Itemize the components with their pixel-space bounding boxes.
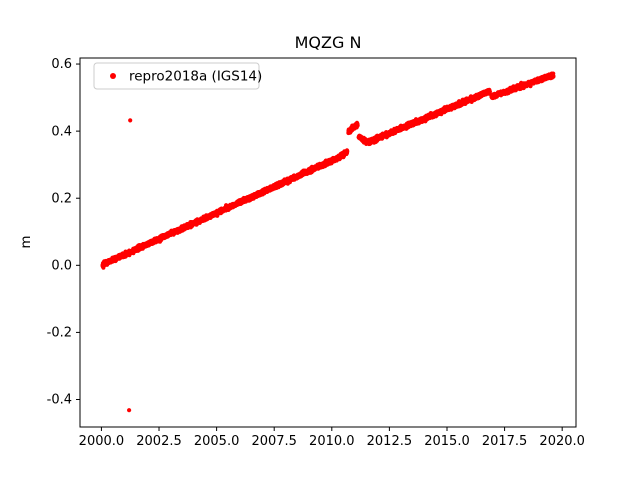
legend-entry-label: repro2018a (IGS14) xyxy=(129,69,262,85)
y-tick-label: 0.2 xyxy=(51,191,72,206)
y-axis-label: m xyxy=(18,235,34,248)
x-tick-label: 2000.0 xyxy=(79,434,125,449)
plot-area: 2000.0 2002.5 2005.0 2007.5 2010.0 2012.5 2015… xyxy=(47,57,585,449)
x-tick-label: 2015.0 xyxy=(424,434,470,449)
x-tick-label: 2020.0 xyxy=(539,434,585,449)
x-tick-label: 2017.5 xyxy=(482,434,528,449)
x-tick-label: 2012.5 xyxy=(367,434,413,449)
x-tick-label: 2010.0 xyxy=(309,434,355,449)
scatter-points xyxy=(100,71,556,413)
legend-frame xyxy=(93,62,260,90)
y-tick-label: 0.6 xyxy=(51,57,72,72)
legend: repro2018a (IGS14) xyxy=(93,62,262,90)
axes-frame xyxy=(79,57,577,428)
y-tick-label: 0.0 xyxy=(51,258,72,273)
y-tick-label: -0.2 xyxy=(47,326,72,341)
x-tick-label: 2005.0 xyxy=(194,434,240,449)
x-tick-label: 2002.5 xyxy=(136,434,182,449)
legend-marker-icon xyxy=(110,73,116,79)
chart-title: MQZG N xyxy=(295,33,362,52)
y-tick-label: 0.4 xyxy=(51,124,72,139)
x-tick-label: 2007.5 xyxy=(251,434,297,449)
y-tick-label: -0.4 xyxy=(47,393,72,408)
